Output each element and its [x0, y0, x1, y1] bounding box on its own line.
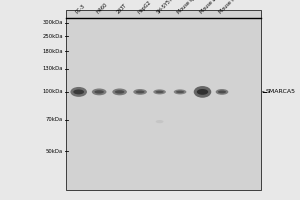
Text: 130kDa: 130kDa — [43, 66, 63, 71]
Text: SH-SY5Y: SH-SY5Y — [156, 0, 174, 15]
Text: 180kDa: 180kDa — [43, 49, 63, 54]
Ellipse shape — [112, 88, 127, 95]
Ellipse shape — [153, 89, 166, 94]
Ellipse shape — [94, 90, 104, 94]
Ellipse shape — [176, 91, 184, 93]
Ellipse shape — [156, 120, 164, 123]
Text: H460: H460 — [96, 2, 108, 15]
Text: Mouse brain: Mouse brain — [199, 0, 224, 15]
Text: 250kDa: 250kDa — [43, 34, 63, 39]
Ellipse shape — [216, 89, 228, 95]
Text: 70kDa: 70kDa — [46, 117, 63, 122]
Text: Mouse testis: Mouse testis — [218, 0, 244, 15]
FancyBboxPatch shape — [66, 10, 261, 190]
Ellipse shape — [155, 91, 164, 93]
Ellipse shape — [70, 87, 87, 97]
Ellipse shape — [194, 86, 211, 98]
Ellipse shape — [136, 90, 145, 93]
Text: Mouse spleen: Mouse spleen — [176, 0, 204, 15]
Ellipse shape — [73, 89, 84, 94]
Text: 293T: 293T — [116, 3, 128, 15]
Ellipse shape — [197, 89, 208, 95]
Text: 100kDa: 100kDa — [43, 89, 63, 94]
Ellipse shape — [92, 88, 106, 95]
Text: 300kDa: 300kDa — [43, 20, 63, 25]
Ellipse shape — [218, 90, 226, 93]
Text: 50kDa: 50kDa — [46, 149, 63, 154]
Text: SMARCA5: SMARCA5 — [266, 89, 296, 94]
Ellipse shape — [174, 89, 186, 94]
Text: PC-3: PC-3 — [75, 4, 86, 15]
Ellipse shape — [133, 89, 147, 95]
Text: HepG2: HepG2 — [136, 0, 152, 15]
Ellipse shape — [115, 90, 124, 94]
